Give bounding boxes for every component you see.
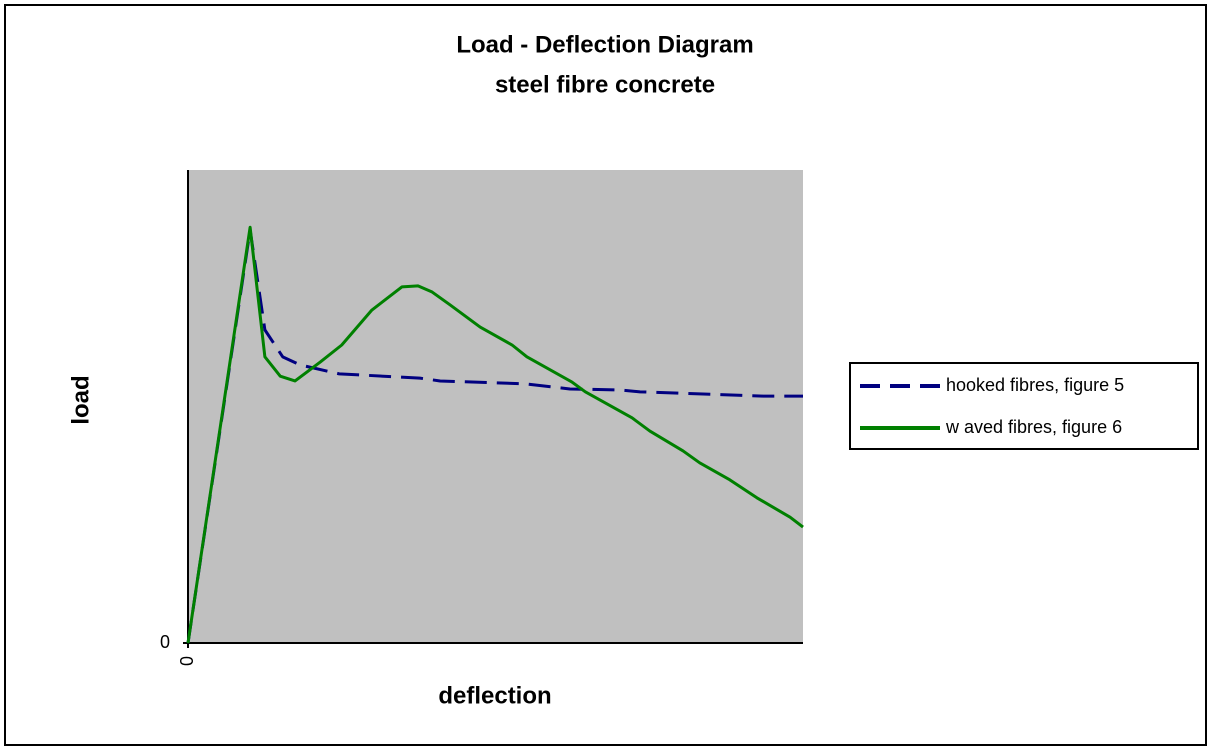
chart-subtitle: steel fibre concrete — [495, 71, 715, 98]
series-line — [186, 228, 803, 644]
y-axis-label: load — [67, 375, 94, 424]
chart-title: Load - Deflection Diagram — [456, 31, 753, 58]
plot-area — [188, 170, 803, 643]
x-axis-label: deflection — [438, 682, 551, 709]
legend-label: hooked fibres, figure 5 — [946, 375, 1124, 395]
legend-box — [849, 362, 1199, 450]
legend-label: w aved fibres, figure 6 — [945, 417, 1122, 437]
x-tick-label: 0 — [177, 656, 197, 666]
y-tick-label: 0 — [160, 632, 170, 652]
series-line — [186, 225, 804, 644]
